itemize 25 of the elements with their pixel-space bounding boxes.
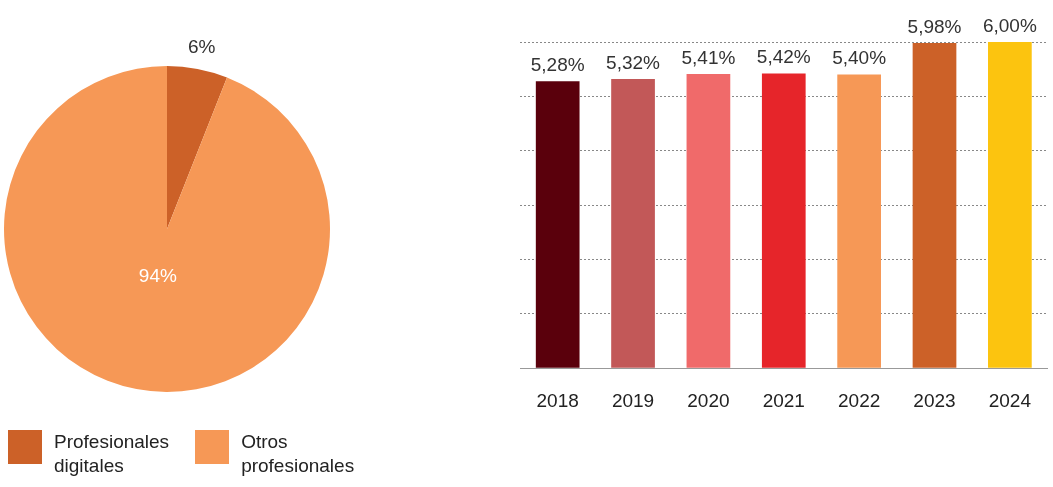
data-label: 5,42% xyxy=(756,46,811,68)
bar xyxy=(837,74,881,368)
data-label: 5,98% xyxy=(907,15,962,37)
bar xyxy=(686,74,731,368)
x-tick-label: 2023 xyxy=(913,389,956,411)
data-label: 5,28% xyxy=(530,53,585,75)
data-label: 5,40% xyxy=(832,47,887,69)
x-tick-label: 2024 xyxy=(988,389,1032,411)
x-tick-label: 2020 xyxy=(687,389,730,411)
x-tick-label: 2018 xyxy=(536,389,579,411)
data-label: 5,32% xyxy=(606,51,661,73)
legend-label: Profesionales digitales xyxy=(54,430,170,478)
data-label: 5,41% xyxy=(681,46,736,68)
x-tick-label: 2022 xyxy=(838,389,881,411)
data-label: 6% xyxy=(187,35,216,57)
x-tick-label: 2019 xyxy=(611,389,655,411)
bar xyxy=(535,81,580,368)
x-tick-label: 2021 xyxy=(762,389,805,411)
data-label: 94% xyxy=(138,265,177,287)
data-label: 6,00% xyxy=(982,14,1037,36)
bar xyxy=(761,73,806,368)
bar xyxy=(912,43,957,368)
legend-label: Otros profesionales xyxy=(241,430,355,478)
bar xyxy=(988,42,1032,368)
bar xyxy=(611,78,655,368)
